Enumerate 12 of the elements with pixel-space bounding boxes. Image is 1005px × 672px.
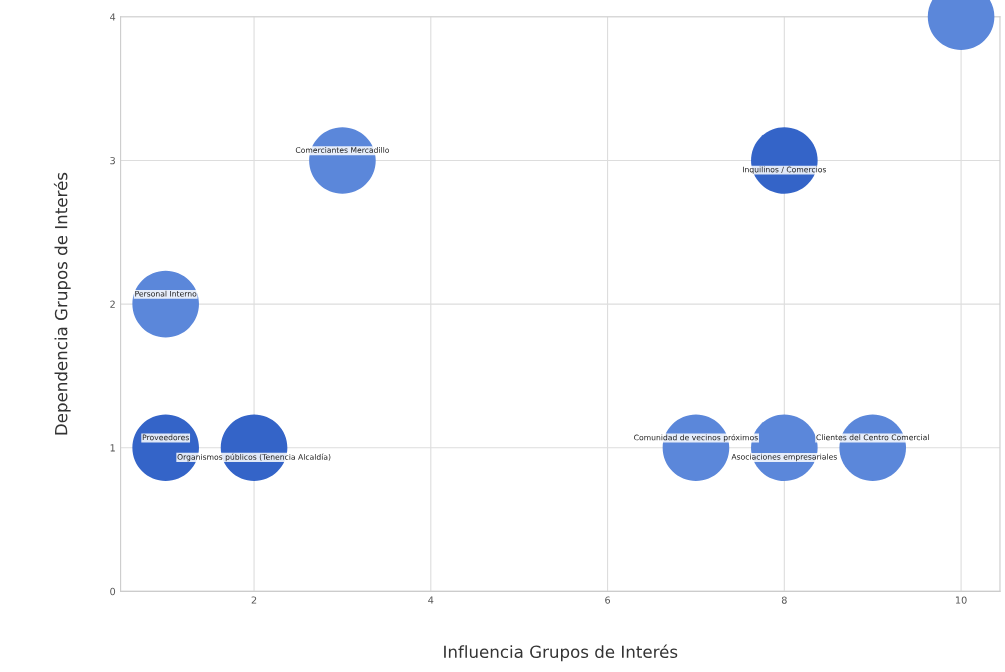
y-tick-label: 0: [110, 587, 116, 596]
x-tick-label: 10: [955, 596, 967, 604]
x-tick-label: 8: [781, 596, 787, 604]
y-tick-label: 3: [110, 156, 115, 165]
x-tick-label: 2: [251, 596, 257, 604]
x-tick-label: 4: [428, 596, 434, 604]
x-axis-title: Influencia Grupos de Interés: [444, 644, 678, 662]
y-tick-label: 2: [110, 300, 115, 308]
y-tick-label: 1: [110, 444, 115, 452]
y-tick-label: 4: [110, 13, 116, 21]
y-axis-title: Dependencia Grupos de Interés: [53, 172, 71, 435]
x-tick-label: 6: [605, 596, 611, 604]
